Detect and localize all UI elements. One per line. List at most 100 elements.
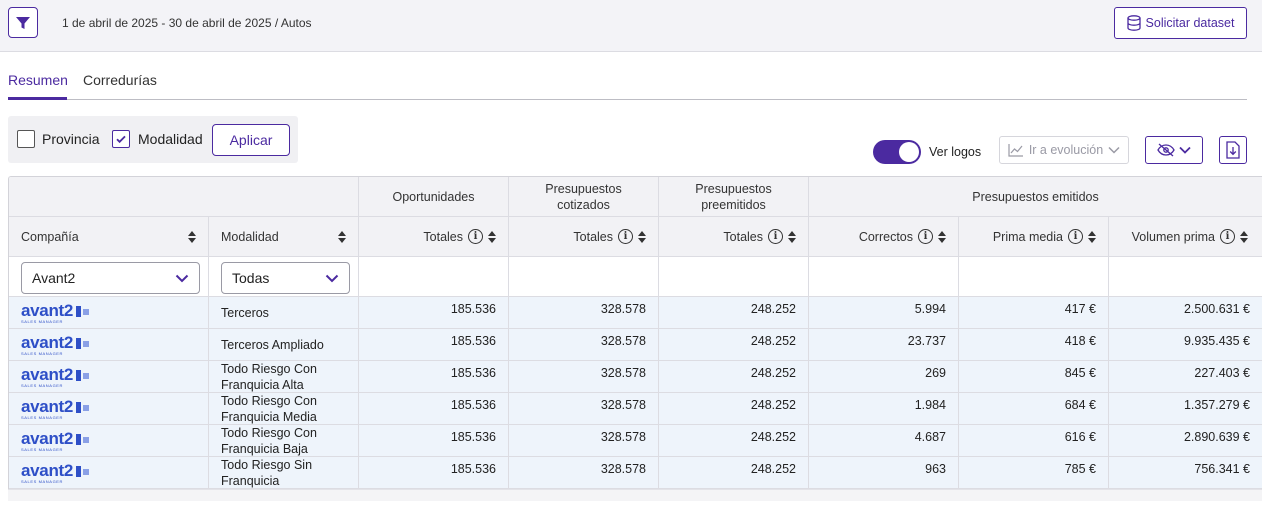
prima-media-value: 785 € [1064, 462, 1096, 476]
logo-mark-icon [76, 465, 90, 477]
sort-icon[interactable] [938, 230, 946, 243]
cotizados-value: 328.578 [600, 334, 646, 348]
sort-icon[interactable] [488, 230, 496, 243]
filter-cell-compania: Avant2 [9, 257, 209, 297]
column-header-cotizados-totales[interactable]: Totales i [509, 217, 659, 257]
correctos-cell: 5.994 [809, 297, 959, 329]
column-visibility-button[interactable] [1145, 136, 1203, 164]
column-header-prima-media[interactable]: Prima media i [959, 217, 1109, 257]
column-header-volumen-prima[interactable]: Volumen prima i [1109, 217, 1262, 257]
company-logo: avant2 SALES MANAGER [21, 462, 90, 484]
request-dataset-button[interactable]: Solicitar dataset [1114, 7, 1247, 39]
volumen-prima-value: 2.890.639 € [1183, 430, 1250, 444]
preemitidos-value: 248.252 [750, 430, 796, 444]
cotizados-cell: 328.578 [509, 361, 659, 393]
preemitidos-value: 248.252 [750, 462, 796, 476]
cotizados-cell: 328.578 [509, 393, 659, 425]
logo-mark-icon [76, 433, 90, 445]
info-icon[interactable]: i [618, 229, 633, 244]
info-icon[interactable]: i [468, 229, 483, 244]
sort-icon[interactable] [788, 230, 796, 243]
sort-icon[interactable] [1240, 230, 1248, 243]
file-download-icon [1226, 141, 1240, 159]
modalidad-value: Terceros Ampliado [221, 338, 324, 352]
oportunidades-value: 185.536 [450, 462, 496, 476]
modalidad-value: Todo Riesgo Con Franquicia Baja [221, 426, 317, 456]
compania-cell: avant2 SALES MANAGER [9, 425, 209, 457]
oportunidades-cell: 185.536 [359, 297, 509, 329]
provincia-checkbox[interactable] [17, 130, 35, 148]
export-button[interactable] [1219, 136, 1247, 164]
modalidad-value: Todo Riesgo Sin Franquicia [221, 458, 313, 488]
logo-mark-icon [76, 401, 90, 413]
sort-icon[interactable] [188, 230, 196, 243]
correctos-value: 23.737 [907, 334, 946, 348]
modalidad-checkbox[interactable] [112, 130, 130, 148]
logo-tagline: SALES MANAGER [21, 319, 64, 324]
correctos-cell: 269 [809, 361, 959, 393]
volumen-prima-value: 2.500.631 € [1183, 302, 1250, 316]
cotizados-value: 328.578 [600, 430, 646, 444]
column-header-label: Totales [723, 229, 763, 244]
modalidad-cell: Todo Riesgo Con Franquicia Baja [209, 425, 359, 457]
column-header-correctos[interactable]: Correctos i [809, 217, 959, 257]
modalidad-cell: Todo Riesgo Con Franquicia Alta [209, 361, 359, 393]
preemitidos-value: 248.252 [750, 302, 796, 316]
compania-cell: avant2 SALES MANAGER [9, 393, 209, 425]
logo-mark-icon [76, 369, 90, 381]
column-header-label: Totales [423, 229, 463, 244]
compania-filter-select[interactable]: Avant2 [21, 262, 200, 294]
database-icon [1126, 15, 1141, 31]
volumen-prima-cell: 9.935.435 € [1109, 329, 1262, 361]
sort-icon[interactable] [338, 230, 346, 243]
go-to-evolution-label: Ir a evolución [1028, 143, 1104, 157]
horizontal-scrollbar[interactable] [8, 489, 1262, 501]
go-to-evolution-button[interactable]: Ir a evolución [999, 136, 1129, 164]
oportunidades-value: 185.536 [450, 430, 496, 444]
tab-resumen[interactable]: Resumen [8, 72, 68, 88]
modalidad-label: Modalidad [138, 131, 203, 147]
column-header-label: Modalidad [221, 229, 279, 244]
sort-icon[interactable] [1088, 230, 1096, 243]
show-logos-toggle[interactable] [873, 140, 921, 164]
correctos-cell: 1.984 [809, 393, 959, 425]
modalidad-value: Todo Riesgo Con Franquicia Media [221, 394, 317, 424]
prima-media-value: 616 € [1064, 430, 1096, 444]
modalidad-value: Todo Riesgo Con Franquicia Alta [221, 362, 317, 392]
info-icon[interactable]: i [918, 229, 933, 244]
modalidad-filter-select[interactable]: Todas [221, 262, 350, 294]
column-header-preemitidos-totales[interactable]: Totales i [659, 217, 809, 257]
filter-button[interactable] [8, 7, 38, 38]
apply-button[interactable]: Aplicar [212, 124, 290, 156]
info-icon[interactable]: i [1068, 229, 1083, 244]
logo-wordmark: avant2 [21, 365, 74, 384]
correctos-value: 4.687 [914, 430, 946, 444]
modalidad-filter-value: Todas [232, 270, 270, 286]
column-header-oportunidades-totales[interactable]: Totales i [359, 217, 509, 257]
oportunidades-cell: 185.536 [359, 361, 509, 393]
oportunidades-value: 185.536 [450, 398, 496, 412]
grouping-options: Provincia Modalidad Aplicar [8, 116, 298, 163]
info-icon[interactable]: i [1220, 229, 1235, 244]
company-logo: avant2 SALES MANAGER [21, 365, 90, 388]
cotizados-value: 328.578 [600, 398, 646, 412]
info-icon[interactable]: i [768, 229, 783, 244]
correctos-value: 1.984 [914, 398, 946, 412]
tab-corredurias[interactable]: Corredurías [83, 72, 157, 88]
modalidad-value: Terceros [221, 306, 269, 320]
correctos-value: 269 [925, 366, 946, 380]
filter-cell-empty [509, 257, 659, 297]
logo-wordmark: avant2 [21, 429, 74, 448]
column-header-compania[interactable]: Compañía [9, 217, 209, 257]
filter-cell-empty [659, 257, 809, 297]
volumen-prima-cell: 1.357.279 € [1109, 393, 1262, 425]
prima-media-cell: 845 € [959, 361, 1109, 393]
preemitidos-value: 248.252 [750, 334, 796, 348]
filter-icon [16, 16, 30, 29]
prima-media-value: 845 € [1064, 366, 1096, 380]
column-header-modalidad[interactable]: Modalidad [209, 217, 359, 257]
volumen-prima-cell: 2.890.639 € [1109, 425, 1262, 457]
compania-cell: avant2 SALES MANAGER [9, 329, 209, 361]
sort-icon[interactable] [638, 230, 646, 243]
oportunidades-cell: 185.536 [359, 393, 509, 425]
